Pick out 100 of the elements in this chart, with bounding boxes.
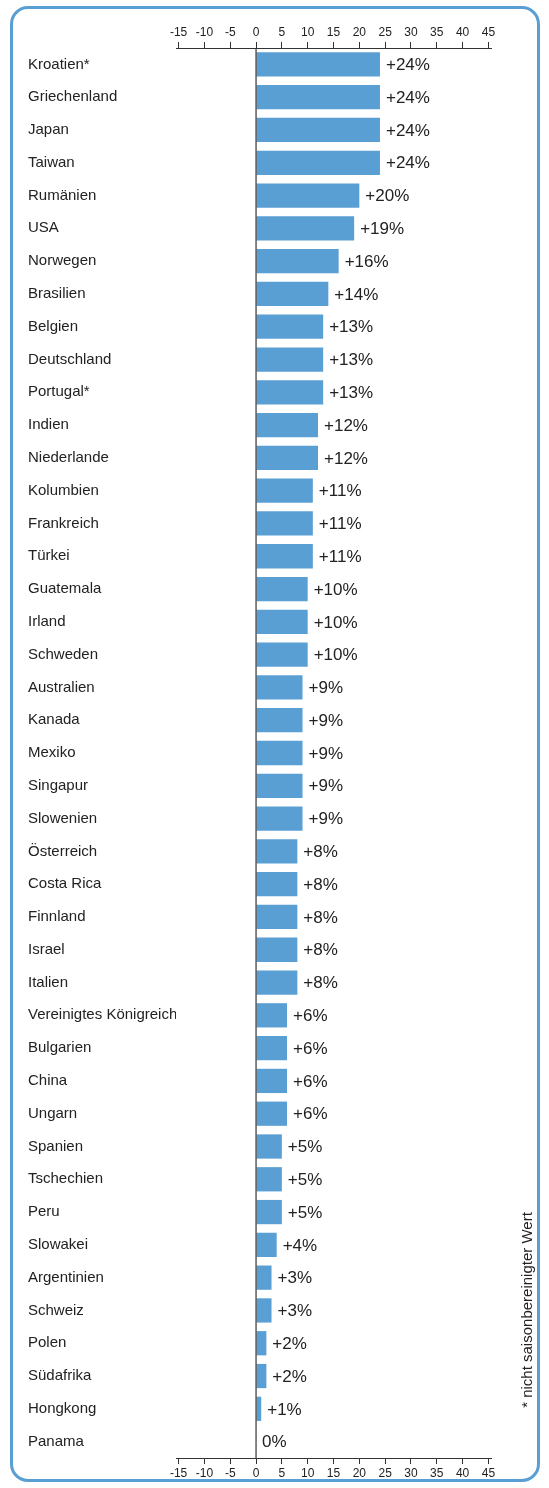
y-tick-label: Südafrika (28, 1366, 93, 1384)
data-label: +6% (293, 1071, 328, 1091)
y-tick-label: Guatemala (28, 579, 103, 597)
y-tick-label: Tschechien (28, 1169, 104, 1187)
data-label: +9% (308, 743, 344, 763)
data-label: +6% (293, 1104, 328, 1124)
data-label: +8% (303, 874, 338, 894)
x-tick-label: 5 (278, 25, 286, 40)
data-label: +13% (329, 317, 374, 337)
x-tick-label: 10 (301, 25, 315, 40)
data-label: +6% (293, 1038, 328, 1058)
data-label: +13% (329, 382, 374, 402)
x-tick-label: 0 (252, 25, 260, 40)
data-label: +12% (324, 415, 368, 435)
y-tick-label: Finnland (28, 907, 86, 925)
y-tick-label: Deutschland (28, 349, 112, 367)
x2-tick-label: 0 (252, 1465, 260, 1480)
x-tick-label: -10 (195, 25, 214, 40)
y-tick-label: Norwegen (28, 251, 97, 269)
x2-tick-label: 5 (278, 1465, 286, 1480)
y-tick-label: Peru (28, 1202, 60, 1220)
y-tick-label: Vereinigtes Königreich (28, 1005, 178, 1023)
x2-tick-label: 40 (455, 1465, 470, 1480)
y-tick-label: Belgien (28, 316, 79, 334)
y-tick-label: Mexiko (28, 743, 76, 761)
y-tick-label: Portugal* (28, 382, 90, 400)
data-label: +9% (308, 776, 344, 796)
data-label: +20% (365, 186, 410, 206)
data-label: +3% (277, 1268, 313, 1288)
data-label: +14% (334, 284, 379, 304)
data-label: +5% (287, 1202, 323, 1222)
y-tick-label: Italien (28, 972, 69, 990)
data-label: +5% (287, 1169, 323, 1189)
data-label: 0% (262, 1432, 287, 1452)
x2-tick-label: 20 (352, 1465, 367, 1480)
data-label: +10% (313, 579, 358, 599)
data-label: +9% (308, 809, 344, 829)
y-tick-label: Frankreich (28, 513, 99, 531)
y-tick-label: Australien (28, 677, 95, 695)
y-tick-label: Schweiz (28, 1300, 84, 1318)
y-tick-label: Türkei (28, 546, 70, 564)
data-label: +24% (385, 120, 430, 140)
data-label: +10% (313, 645, 358, 665)
y-tick-label: Slowakei (28, 1235, 89, 1252)
x2-tick-label: 15 (326, 1465, 341, 1480)
y-tick-label: Costa Rica (28, 874, 103, 892)
x2-tick-label: 10 (301, 1465, 315, 1480)
y-tick-label: Bulgarien (28, 1038, 92, 1056)
data-label: +9% (308, 710, 344, 730)
x-tick-label: 40 (455, 25, 470, 40)
data-label: +6% (293, 1006, 328, 1026)
y-tick-label: China (28, 1071, 68, 1089)
x-tick-label: 20 (352, 25, 367, 40)
x-tick-label: -15 (169, 25, 188, 40)
text: * nicht saisonbereinigter Wert (518, 1211, 536, 1408)
data-label: +16% (344, 251, 389, 271)
data-label: +4% (282, 1235, 318, 1255)
data-label: +19% (360, 219, 405, 239)
x-tick-label: -5 (224, 25, 236, 40)
data-label: +3% (277, 1301, 313, 1321)
data-label: +11% (318, 514, 362, 534)
data-label: +8% (303, 973, 338, 993)
x-tick-label: 35 (430, 25, 444, 40)
data-label: +12% (324, 448, 368, 468)
y-tick-label: Ungarn (28, 1103, 78, 1121)
data-label: +8% (303, 940, 338, 960)
y-tick-label: Schweden (28, 644, 99, 662)
x2-tick-label: -10 (195, 1465, 214, 1480)
data-label: +24% (385, 87, 430, 107)
x2-tick-label: 25 (378, 1465, 393, 1480)
y-tick-label: Niederlande (28, 448, 109, 466)
x-tick-label: 15 (326, 25, 341, 40)
y-tick-label: Österreich (28, 841, 98, 859)
y-tick-label: Kanada (28, 710, 81, 728)
y-tick-label: Panama (28, 1431, 85, 1449)
y-tick-label: Kolumbien (28, 480, 99, 498)
y-tick-label: Brasilien (28, 284, 86, 302)
x-tick-label: 25 (378, 25, 393, 40)
y-tick-label: Indien (28, 415, 69, 433)
x2-tick-label: 30 (404, 1465, 418, 1480)
data-label: +2% (272, 1333, 307, 1353)
x2-tick-label: 35 (430, 1465, 444, 1480)
x2-tick-label: -5 (224, 1465, 236, 1480)
data-label: +11% (318, 546, 362, 566)
x2-tick-label: 45 (481, 1465, 496, 1480)
y-tick-label: Kroatien* (28, 54, 90, 72)
data-label: +13% (329, 350, 374, 370)
y-tick-label: Israel (28, 939, 65, 957)
data-label: +24% (385, 153, 430, 173)
data-label: +24% (385, 55, 430, 75)
data-label: +8% (303, 907, 338, 927)
data-label: +8% (303, 842, 338, 862)
y-tick-label: Slowenien (28, 808, 98, 826)
y-tick-label: Taiwan (28, 152, 75, 170)
data-label: +5% (287, 1137, 323, 1157)
x-tick-label: 45 (481, 25, 496, 40)
y-tick-label: USA (28, 218, 59, 236)
data-label: +9% (308, 678, 344, 698)
y-tick-label: Polen (28, 1333, 67, 1351)
y-tick-label: Japan (28, 120, 69, 138)
